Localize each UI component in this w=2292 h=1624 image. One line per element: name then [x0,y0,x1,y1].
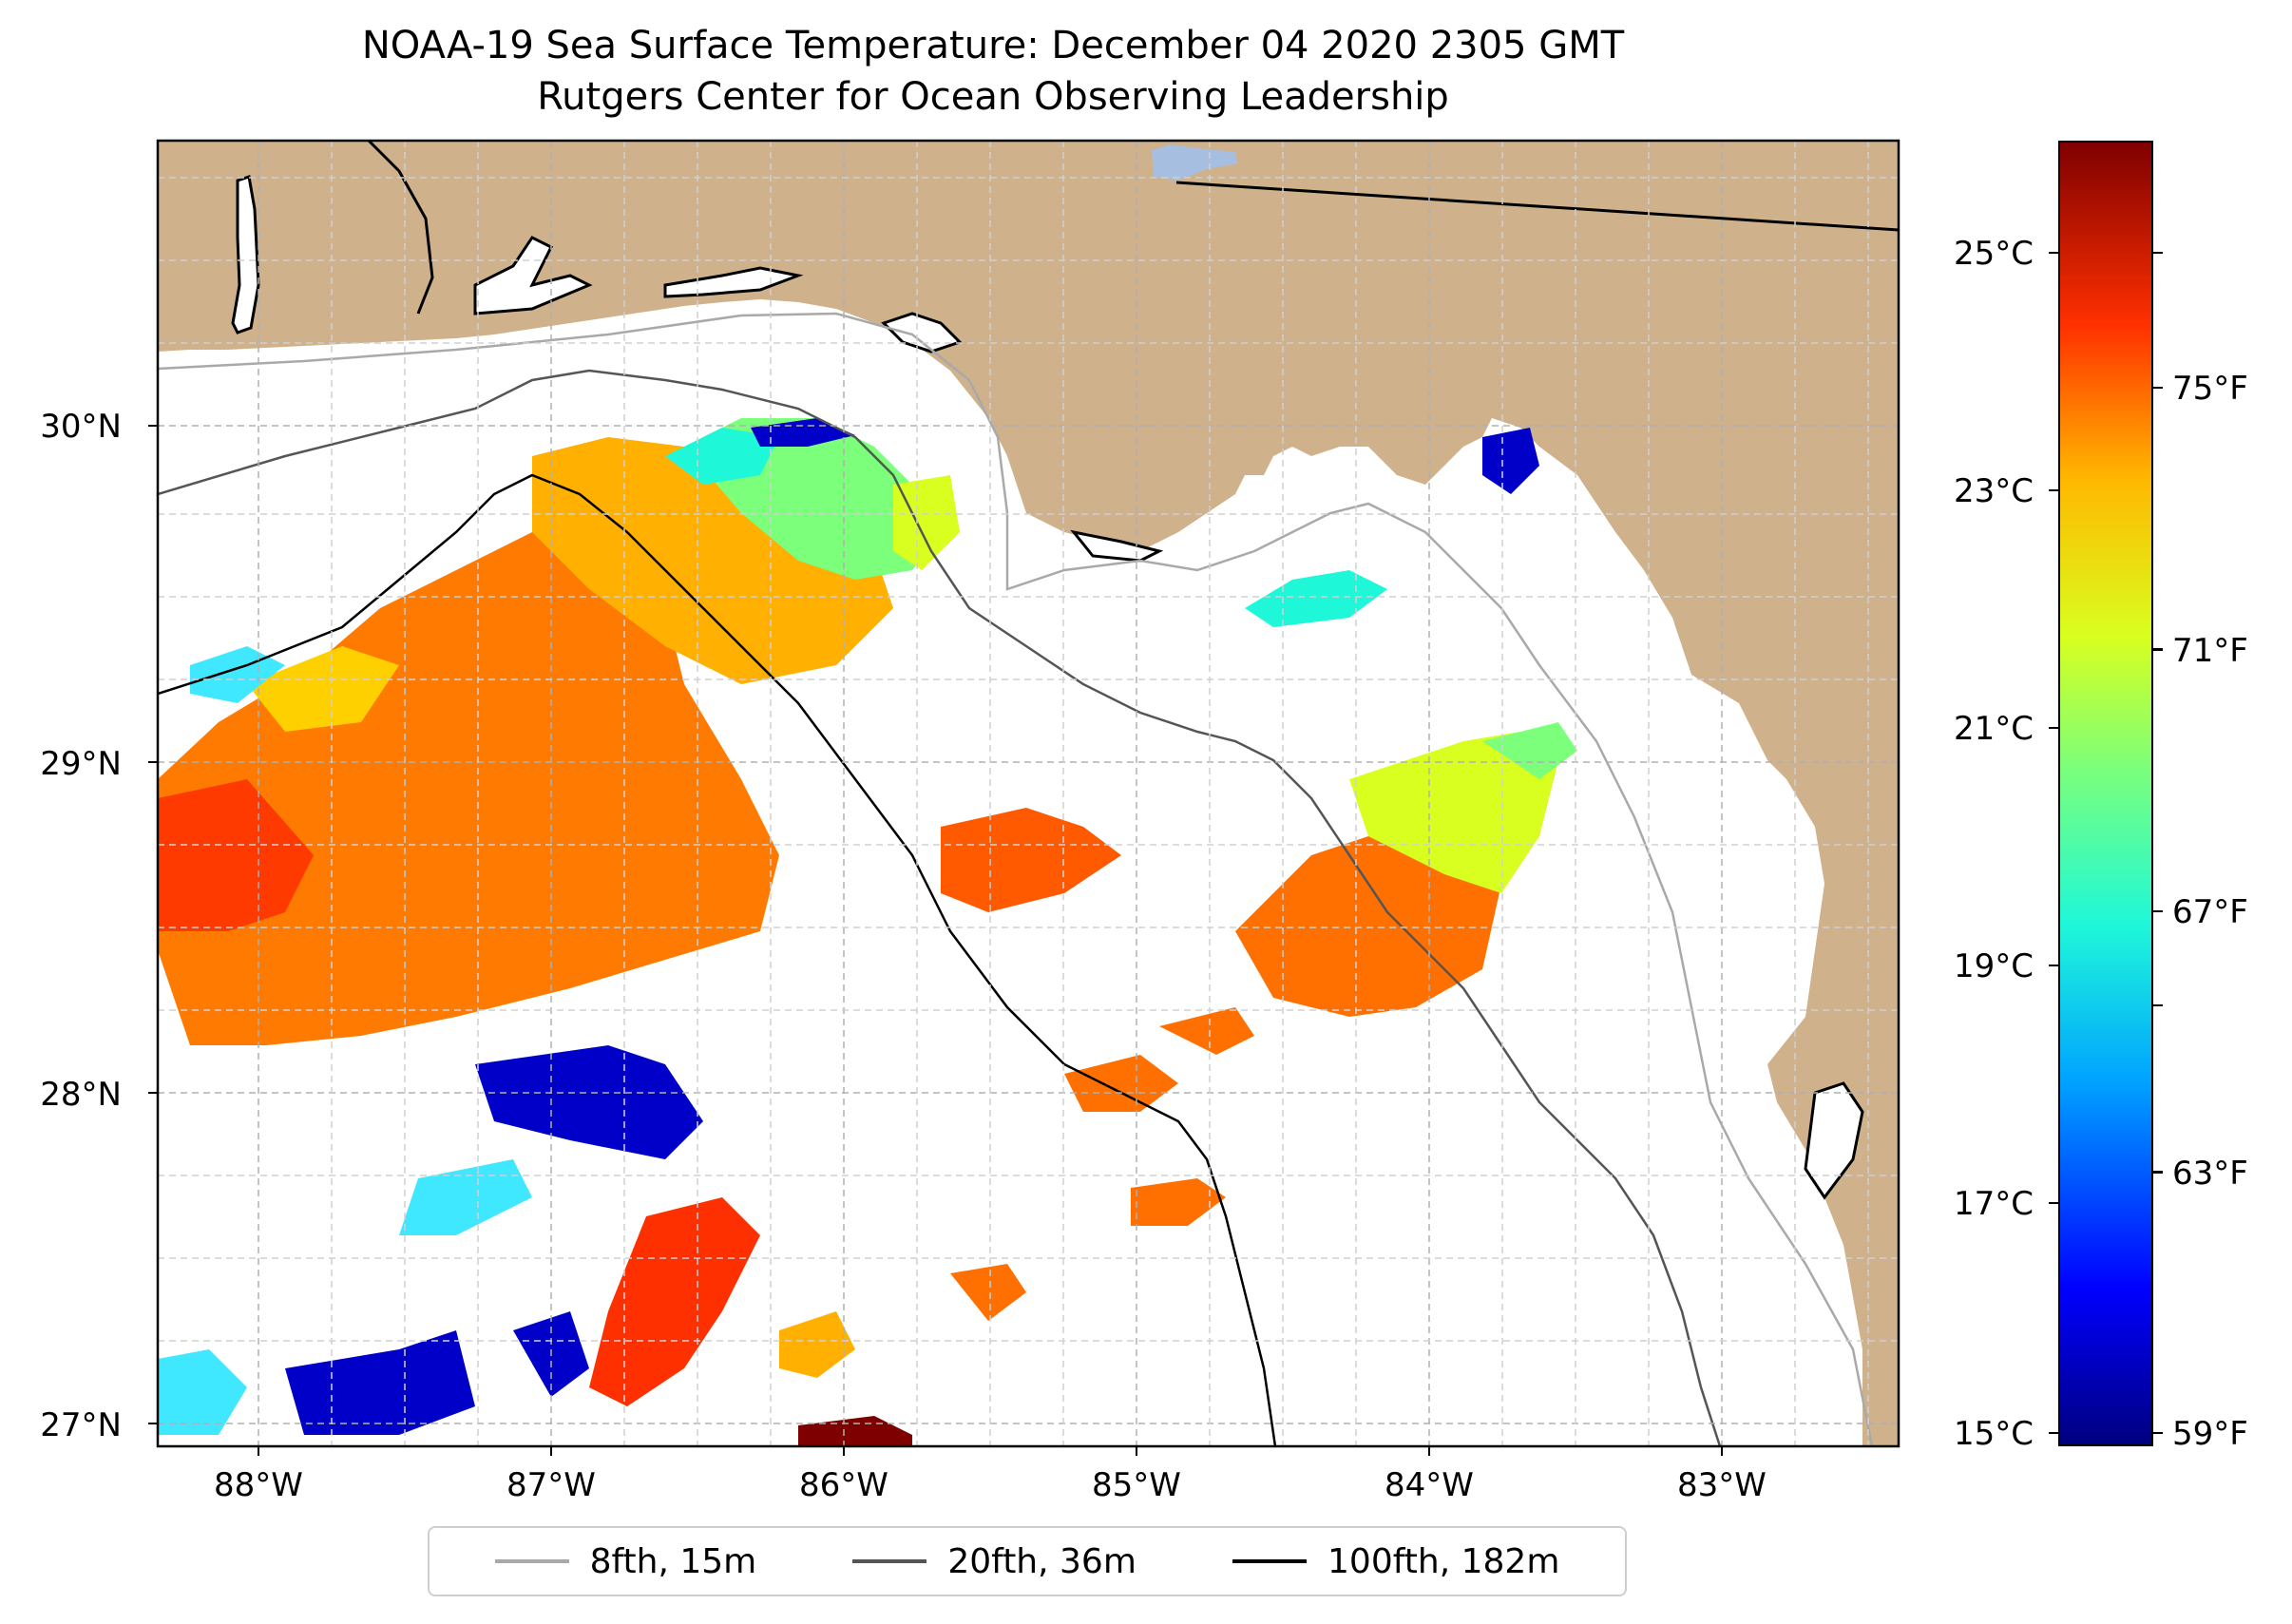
colorbar-c-23: 23°C [1954,472,2034,510]
axis-ticks [148,252,2163,1456]
lon-label-84: 84°W [1385,1466,1474,1504]
lat-label-27: 27°N [40,1406,122,1444]
bay-choctawhatchee [663,266,804,298]
gridlines [158,141,1899,1446]
map-subtitle: Rutgers Center for Ocean Observing Leade… [537,75,1449,119]
state-border [1175,181,1899,232]
colorbar-f-63: 63°F [2172,1155,2248,1193]
bay-mobile [231,175,260,334]
colorbar-c-21: 21°C [1954,710,2034,748]
colorbar-c-15: 15°C [1954,1415,2034,1453]
sst-colorbar [2058,141,2153,1446]
colorbar-f-67: 67°F [2172,893,2248,931]
legend-label-20fth: 20fth, 36m [947,1541,1136,1581]
colorbar-f-75: 75°F [2172,370,2248,408]
legend-item-8fth: 8fth, 15m [494,1541,757,1581]
legend-swatch-100fth [1232,1559,1308,1563]
lon-label-83: 83°W [1677,1466,1767,1504]
lat-label-28: 28°N [40,1076,122,1114]
colorbar-f-59: 59°F [2172,1415,2248,1453]
bay-st-andrews [881,312,963,353]
legend-label-8fth: 8fth, 15m [589,1541,757,1581]
isobath-8fth [158,312,1874,1446]
legend-item-20fth: 20fth, 36m [852,1542,1136,1581]
isobath-20fth [158,369,1722,1446]
colorbar-c-25: 25°C [1954,235,2034,273]
map-title: NOAA-19 Sea Surface Temperature: Decembe… [361,24,1625,67]
state-border-al-fl [367,141,434,315]
bay-tampa [1804,1081,1864,1200]
lake-seminole [1152,144,1237,181]
lon-label-87: 87°W [506,1466,596,1504]
isobath-legend: 8fth, 15m 20fth, 36m 100fth, 182m [428,1526,1627,1596]
lon-label-88: 88°W [214,1466,303,1504]
lat-label-30: 30°N [40,408,122,446]
legend-label-100fth: 100fth, 182m [1327,1541,1560,1581]
lon-label-86: 86°W [799,1466,888,1504]
legend-item-100fth: 100fth, 182m [1232,1542,1559,1581]
colorbar-c-19: 19°C [1954,947,2034,985]
sst-data-layer [158,418,1577,1446]
legend-swatch-20fth [852,1559,927,1563]
colorbar-c-17: 17°C [1954,1185,2034,1223]
lon-label-85: 85°W [1092,1466,1181,1504]
lat-label-29: 29°N [40,745,122,783]
legend-swatch-8fth [494,1559,569,1563]
colorbar-f-71: 71°F [2172,632,2248,670]
bay-apalachicola [1070,529,1164,563]
